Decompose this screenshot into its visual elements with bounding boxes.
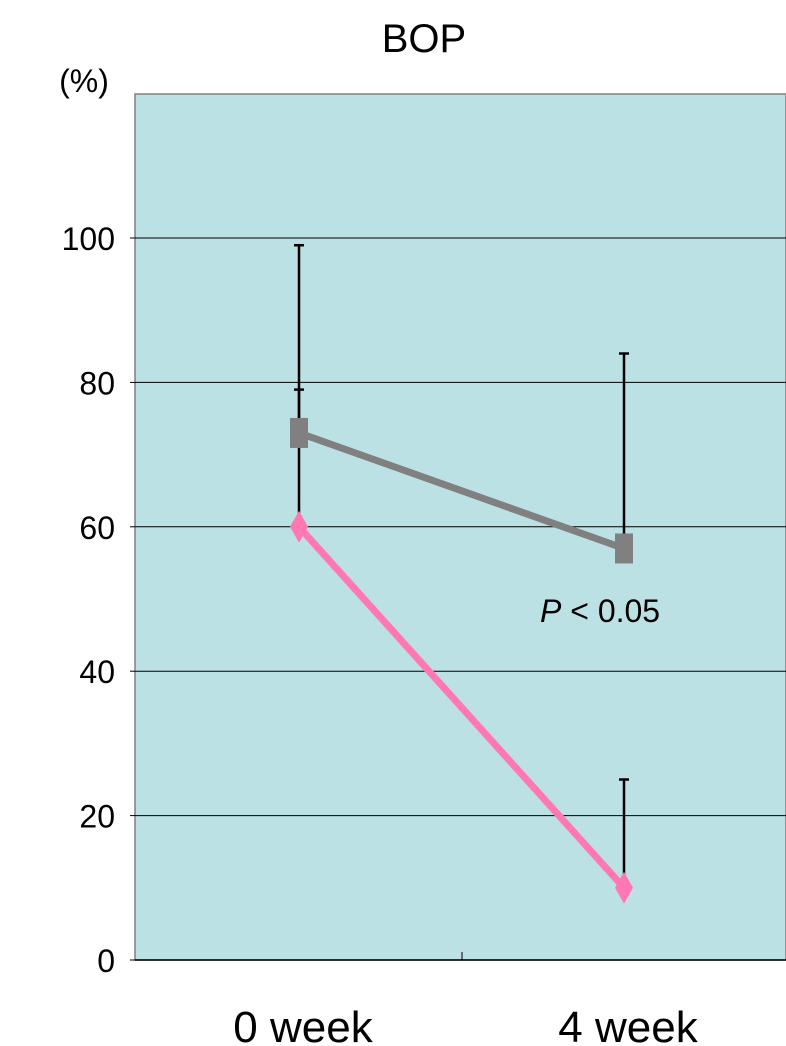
y-tick-labels: 0 20 40 60 80 100: [62, 221, 115, 979]
series-markers: [290, 417, 633, 904]
y-tick-label: 60: [79, 510, 115, 546]
data-point-diamond: [290, 510, 308, 543]
significance-annotation: P < 0.05: [540, 593, 660, 629]
y-tick-label: 40: [79, 654, 115, 690]
y-tick-label: 100: [62, 221, 115, 257]
gridlines: [130, 237, 786, 961]
series-line: [297, 429, 626, 552]
x-tick-label: 0 week: [233, 1003, 373, 1046]
series-line: [296, 524, 627, 891]
x-tick-label: 4 week: [558, 1003, 698, 1046]
data-point-square: [615, 533, 633, 564]
y-tick-label: 20: [79, 799, 115, 835]
chart-title: BOP: [382, 17, 466, 61]
annotation-text: < 0.05: [561, 593, 660, 629]
x-tick-labels: 0 week 4 week: [233, 1003, 698, 1046]
series-lines: [296, 429, 627, 891]
y-tick-label: 0: [97, 943, 115, 979]
error-bars: [294, 243, 629, 888]
data-point-diamond: [615, 871, 633, 904]
data-point-square: [290, 417, 308, 448]
y-axis-label: (%): [59, 63, 109, 99]
annotation-italic: P: [540, 593, 562, 629]
y-tick-label: 80: [79, 365, 115, 401]
